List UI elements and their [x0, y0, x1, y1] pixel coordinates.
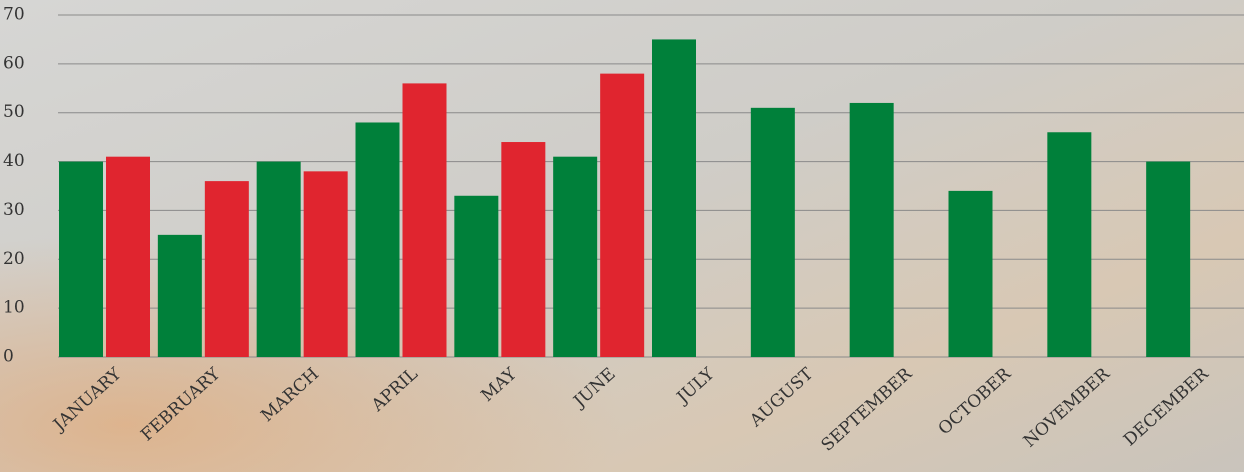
- bar: [849, 102, 894, 357]
- y-tick-label: 20: [3, 249, 25, 269]
- bar: [256, 161, 301, 357]
- y-tick-label: 0: [3, 347, 14, 367]
- bar: [600, 73, 645, 357]
- bar: [948, 190, 993, 357]
- bar: [454, 195, 499, 357]
- bar: [402, 83, 447, 358]
- bar: [204, 181, 249, 357]
- bar: [652, 39, 696, 358]
- bar: [106, 156, 150, 357]
- y-tick-label: 40: [3, 151, 25, 171]
- bar: [501, 142, 546, 357]
- bar: [1146, 161, 1191, 357]
- bar: [750, 107, 795, 357]
- y-tick-label: 70: [3, 5, 25, 25]
- bar: [355, 122, 400, 357]
- bar: [59, 161, 103, 357]
- bar: [1047, 132, 1092, 357]
- bar: [303, 171, 348, 357]
- y-tick-label: 10: [3, 298, 25, 318]
- bar: [157, 234, 202, 357]
- y-tick-label: 60: [3, 53, 25, 73]
- bar: [553, 156, 598, 357]
- y-tick-label: 30: [3, 200, 25, 220]
- y-tick-label: 50: [3, 102, 25, 122]
